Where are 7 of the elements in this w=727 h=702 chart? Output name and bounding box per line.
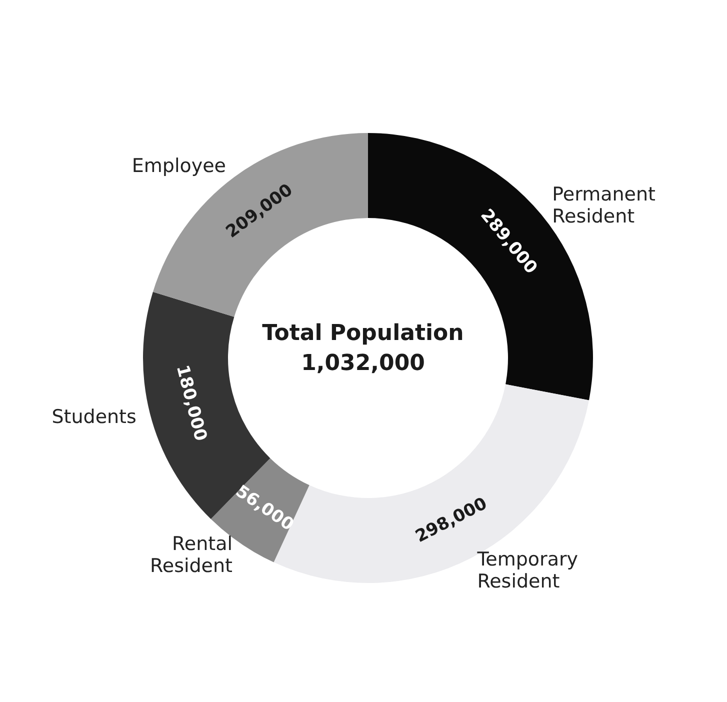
slice-label: Rental Resident [150, 532, 233, 577]
slice-label: Temporary Resident [476, 548, 578, 593]
slice-label: Students [52, 406, 136, 428]
text: Total Population [261, 320, 465, 348]
text: 1,032,000 [300, 350, 426, 378]
slice-label: Permanent Resident [552, 184, 656, 228]
slice-label: Employee [132, 154, 226, 177]
